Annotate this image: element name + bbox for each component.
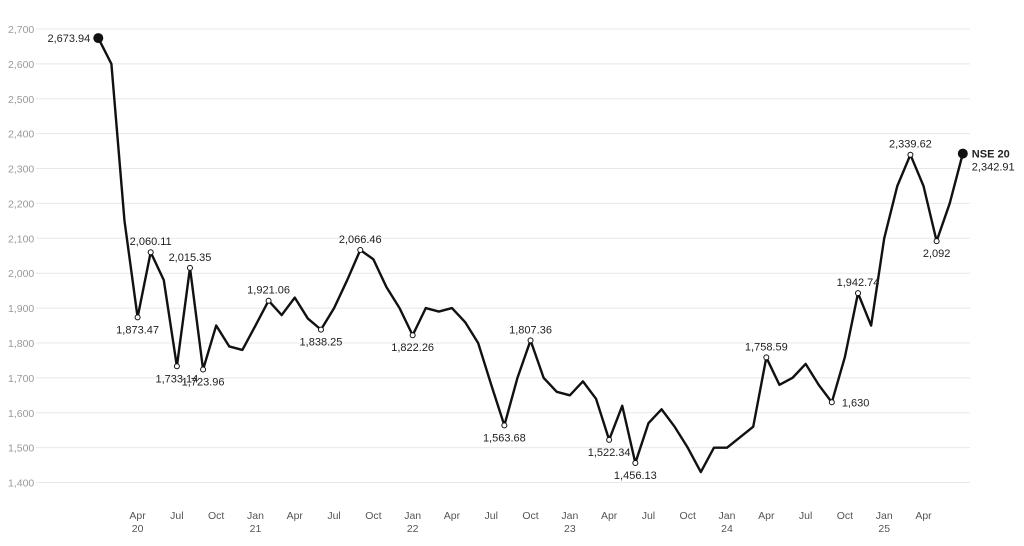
data-label: 1,873.47: [116, 324, 159, 336]
point: [265, 297, 272, 304]
x-tick-label: Jan 25: [876, 510, 893, 535]
y-tick-label: 1,700: [8, 373, 34, 385]
data-label: 1,758.59: [745, 341, 788, 353]
line: [97, 37, 964, 474]
data-label: 1,733.14: [155, 373, 198, 385]
y-tick-label: 2,400: [8, 129, 34, 141]
y-tick-label: 1,500: [8, 443, 34, 455]
y-tick-label: 1,800: [8, 338, 34, 350]
data-label: 1,630: [842, 397, 870, 409]
data-label: 2,339.62: [889, 139, 932, 151]
data-label: 1,456.13: [614, 470, 657, 482]
end-point: [93, 33, 104, 44]
data-label: 1,807.36: [509, 324, 552, 336]
data-label: 2,673.94: [47, 33, 90, 45]
data-label: 1,822.26: [391, 342, 434, 354]
y-tick-label: 2,500: [8, 94, 34, 106]
x-tick-label: Apr: [444, 510, 461, 522]
data-label: 1,921.06: [247, 285, 290, 297]
y-tick-label: 2,000: [8, 268, 34, 280]
point: [907, 151, 914, 158]
x-tick-label: Apr: [601, 510, 618, 522]
y-tick-label: 1,900: [8, 303, 34, 315]
y-tick-label: 2,100: [8, 233, 34, 245]
x-tick-label: Oct: [522, 510, 538, 522]
data-label: 1,723.96: [182, 377, 225, 389]
x-tick-label: Apr: [758, 510, 775, 522]
point: [173, 363, 180, 370]
x-tick-label: Jan 24: [719, 510, 736, 535]
y-tick-label: 2,700: [8, 24, 34, 36]
point: [357, 247, 364, 254]
data-label: 2,060.11: [130, 236, 172, 248]
x-tick-label: Jul: [642, 510, 655, 522]
x-tick-label: Jan 21: [247, 510, 264, 535]
point: [147, 249, 154, 256]
data-label: 2,092: [923, 248, 951, 260]
point: [409, 332, 416, 339]
data-label: 2,066.46: [339, 234, 382, 246]
y-tick-label: 2,600: [8, 59, 34, 71]
y-tick-label: 2,300: [8, 164, 34, 176]
y-tick-label: 1,600: [8, 408, 34, 420]
y-tick-label: 2,200: [8, 198, 34, 210]
point: [763, 354, 770, 361]
x-tick-label: Jul: [799, 510, 812, 522]
x-tick-label: Apr 20: [129, 510, 146, 535]
data-label: 2,015.35: [169, 252, 212, 264]
y-tick-label: 1,400: [8, 478, 34, 490]
x-tick-label: Jul: [170, 510, 183, 522]
data-label: 1,838.25: [300, 337, 343, 349]
end-point: [957, 148, 968, 159]
x-tick-label: Jul: [327, 510, 340, 522]
x-tick-label: Oct: [837, 510, 853, 522]
data-label: 1,563.68: [483, 432, 526, 444]
point: [501, 422, 508, 429]
series-label: NSE 20: [972, 149, 1010, 161]
x-tick-label: Apr: [915, 510, 932, 522]
x-tick-label: Apr: [287, 510, 304, 522]
point: [855, 290, 862, 297]
x-tick-label: Jan 22: [404, 510, 421, 535]
x-tick-label: Jul: [485, 510, 498, 522]
data-label: 1,522.34: [588, 447, 631, 459]
x-tick-label: Oct: [208, 510, 224, 522]
point: [527, 337, 534, 344]
point: [606, 436, 613, 443]
data-label: 1,942.74: [837, 277, 880, 289]
x-tick-label: Oct: [365, 510, 381, 522]
point: [632, 459, 639, 466]
point: [317, 326, 324, 333]
x-tick-label: Jan 23: [561, 510, 578, 535]
point: [200, 366, 207, 373]
x-tick-label: Oct: [680, 510, 696, 522]
point: [186, 264, 193, 271]
point: [828, 399, 835, 406]
point: [933, 238, 940, 245]
data-label: 2,342.91: [972, 162, 1015, 174]
point: [134, 314, 141, 321]
